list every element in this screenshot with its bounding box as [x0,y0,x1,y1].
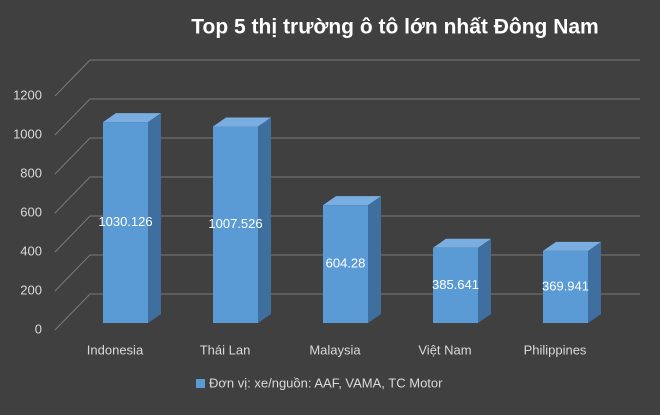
bar-side [478,238,491,323]
y-tick-label: 0 [35,321,42,336]
chart-title: Top 5 thị trường ô tô lớn nhất Đông Nam [191,16,598,39]
grid-line [54,137,640,175]
bar-top [103,113,161,123]
bar-side [368,196,381,323]
bar-top [323,196,381,206]
grid-line [54,176,640,214]
bar-front [433,247,478,323]
bar-top [433,238,491,248]
bar [103,113,161,323]
bar-side [588,241,601,323]
value-label: 1007.526 [208,216,262,231]
y-tick-label: 800 [20,165,42,180]
x-tick-label: Malaysia [309,342,361,357]
y-tick-label: 600 [20,204,42,219]
bar-top [543,241,601,251]
x-tick-label: Indonesia [87,342,144,357]
bar-front [323,205,368,323]
bar-front [543,250,588,323]
bar-front [103,122,148,323]
bar-side [148,113,161,323]
value-label: 1030.126 [98,214,152,229]
grid-line [54,215,640,253]
bar-side [258,117,271,323]
grid-line [54,59,640,97]
y-tick-label: 1000 [13,126,42,141]
y-tick-label: 1200 [13,87,42,102]
legend-label: Đơn vị: xe/nguồn: AAF, VAMA, TC Motor [209,375,443,390]
legend-swatch [196,379,205,388]
bar [213,117,271,323]
bar [543,241,601,323]
bar-top [213,117,271,127]
x-tick-label: Việt Nam [418,342,471,357]
bar [323,196,381,323]
x-tick-label: Thái Lan [200,342,251,357]
bar [433,238,491,323]
bar-front [213,126,258,323]
x-tick-label: Philippines [524,342,587,357]
grid-line [54,98,640,136]
y-tick-label: 200 [20,282,42,297]
value-label: 604.28 [326,256,366,271]
value-label: 369.941 [542,278,589,293]
value-label: 385.641 [432,277,479,292]
y-tick-label: 400 [20,243,42,258]
